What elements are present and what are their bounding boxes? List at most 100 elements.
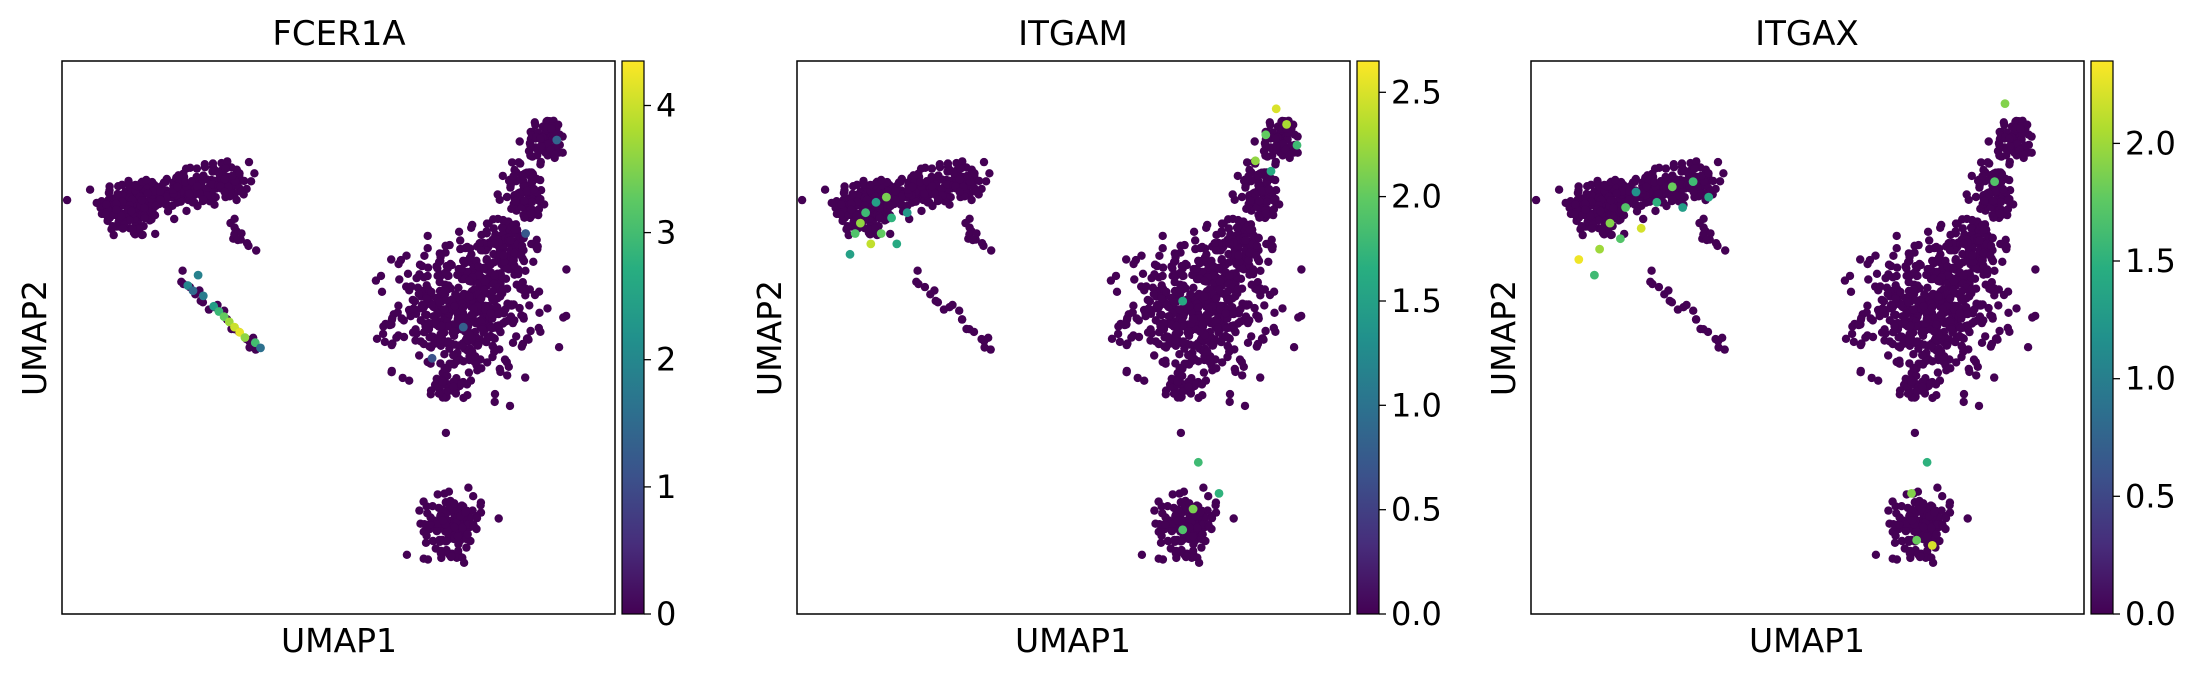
expressing-cell-point — [1912, 535, 1922, 545]
cell-point — [1628, 178, 1638, 187]
cell-point — [1909, 305, 1918, 314]
cell-point — [1140, 376, 1149, 385]
cell-point — [457, 501, 467, 510]
cell-point — [911, 197, 920, 206]
expressing-cell-point — [1595, 244, 1604, 254]
cell-point — [435, 535, 444, 545]
expressing-cell-point — [458, 322, 468, 332]
cell-point — [178, 266, 187, 275]
cell-point — [131, 180, 140, 190]
cell-point — [1200, 276, 1209, 286]
cell-point — [1156, 538, 1166, 547]
cell-point — [1607, 230, 1616, 239]
cell-point — [1151, 316, 1161, 325]
cell-point — [1904, 257, 1913, 267]
cell-point — [114, 182, 123, 191]
x-axis-label: UMAP1 — [1015, 621, 1131, 660]
cell-point — [1189, 283, 1198, 292]
cell-point — [916, 178, 925, 187]
cell-point — [1910, 241, 1919, 250]
cell-point — [140, 213, 149, 223]
cell-point — [837, 200, 846, 209]
cell-point — [1163, 502, 1172, 511]
cell-point — [923, 198, 932, 207]
cell-point — [1185, 522, 1194, 532]
y-axis-label: UMAP2 — [1484, 280, 1523, 396]
cell-point — [520, 213, 529, 222]
expressing-cell-point — [1907, 489, 1916, 498]
cell-point — [450, 340, 460, 349]
expressing-cell-point — [1282, 120, 1291, 129]
expressing-cell-point — [866, 239, 876, 249]
cell-point — [1233, 215, 1243, 225]
cell-point — [1928, 256, 1937, 265]
cell-point — [870, 224, 879, 233]
cell-point — [490, 271, 499, 280]
cell-point — [1137, 550, 1147, 559]
cell-point — [1184, 327, 1194, 336]
cell-point — [142, 175, 151, 185]
cell-point — [1122, 340, 1131, 350]
cell-point — [547, 124, 556, 133]
cell-point — [1176, 268, 1185, 277]
colorbar — [2090, 60, 2114, 615]
cell-point — [1867, 373, 1876, 383]
cell-point — [137, 196, 147, 205]
colorbar-tick-label: 1.5 — [1391, 282, 1442, 320]
cell-point — [1242, 301, 1251, 310]
cell-point — [1173, 377, 1182, 386]
panel-title: ITGAM — [1018, 14, 1128, 54]
cell-point — [221, 164, 230, 173]
cell-point — [1594, 216, 1603, 225]
cell-point — [1890, 538, 1900, 547]
cell-point — [1278, 304, 1287, 313]
cell-point — [1934, 276, 1943, 286]
cell-point — [499, 257, 509, 266]
cell-point — [909, 171, 918, 180]
cell-point — [1184, 382, 1193, 392]
cell-point — [517, 241, 527, 250]
cell-point — [1994, 301, 2003, 310]
cell-point — [1150, 270, 1159, 279]
cell-point — [1951, 255, 1961, 264]
cell-point — [970, 169, 979, 178]
cell-point — [1233, 284, 1243, 294]
cell-point — [1196, 508, 1205, 517]
cell-point — [527, 197, 537, 207]
cell-point — [1979, 225, 1989, 234]
cell-point — [1919, 340, 1929, 349]
cell-point — [239, 176, 249, 186]
cell-point — [1266, 120, 1275, 130]
cell-point — [109, 230, 118, 240]
cell-point — [1708, 176, 1718, 186]
cell-point — [1596, 206, 1605, 216]
cell-point — [1252, 241, 1262, 250]
cell-point — [519, 171, 528, 181]
cell-point — [1966, 223, 1976, 232]
cell-point — [1156, 322, 1165, 331]
cell-point — [1158, 555, 1168, 564]
cell-point — [1257, 186, 1267, 196]
cell-point — [913, 266, 922, 275]
cell-point — [1984, 303, 1993, 313]
cell-point — [1660, 290, 1669, 299]
cell-point — [2027, 148, 2036, 157]
cell-point — [934, 171, 943, 180]
cell-point — [182, 206, 191, 216]
cell-point — [520, 196, 529, 206]
cell-point — [435, 277, 444, 287]
cell-point — [1600, 180, 1609, 190]
colorbar-tick-label: 4 — [656, 87, 676, 125]
cell-point — [1212, 294, 1221, 303]
panel-fcer1a: FCER1A UMAP1 UMAP2 0 1 2 3 4 — [15, 14, 676, 660]
cell-point — [242, 239, 252, 248]
cell-point — [1642, 182, 1651, 192]
cell-point — [1245, 248, 1254, 258]
cell-point — [1895, 390, 1905, 399]
cell-point — [1161, 390, 1171, 399]
cell-point — [863, 224, 872, 234]
cell-point — [1242, 158, 1252, 167]
cell-point — [1995, 209, 2004, 218]
cell-point — [2003, 287, 2013, 296]
cell-point — [1962, 190, 1971, 199]
